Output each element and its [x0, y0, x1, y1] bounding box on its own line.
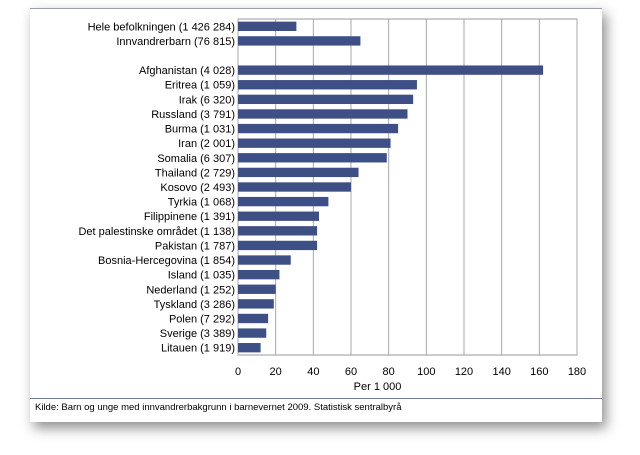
x-tick-label: 60 [345, 366, 357, 378]
category-label: Burma (1 031) [165, 124, 235, 136]
category-labels: Hele befolkningen (1 426 284) Innvandrerb… [78, 21, 235, 354]
category-label: Pakistan (1 787) [155, 240, 235, 252]
bar [238, 313, 269, 324]
bar [238, 240, 318, 251]
bar [238, 196, 329, 207]
bar [238, 123, 399, 134]
category-label: Thailand (2 729) [155, 167, 235, 179]
category-label: Sverige (3 389) [160, 328, 235, 340]
source-divider [30, 398, 602, 399]
x-tick-label: 20 [270, 366, 282, 378]
category-label: Tyrkia (1 068) [168, 197, 235, 209]
bar [238, 182, 351, 192]
bar [238, 94, 414, 105]
bar [238, 167, 359, 178]
category-label: Somalia (6 307) [157, 153, 235, 165]
bar [238, 65, 544, 75]
bar [238, 284, 276, 294]
category-label: Innvandrerbarn (76 815) [116, 36, 235, 48]
category-label: Afghanistan (4 028) [139, 65, 235, 77]
category-label: Island (1 035) [168, 270, 235, 282]
category-label: Bosnia-Hercegovina (1 854) [98, 255, 235, 267]
bar [238, 226, 318, 236]
category-label: Det palestinske området (1 138) [78, 226, 235, 238]
category-label: Russland (3 791) [151, 109, 235, 121]
bar [238, 21, 297, 31]
x-tick-label: 80 [383, 366, 395, 378]
category-label: Irak (6 320) [179, 94, 235, 106]
bar [238, 299, 274, 309]
category-label: Litauen (1 919) [161, 343, 235, 355]
category-label: Iran (2 001) [178, 138, 235, 150]
bar [238, 109, 408, 119]
bar [238, 343, 261, 353]
bar [238, 211, 319, 221]
x-tick-label: 120 [455, 366, 473, 378]
bar [238, 255, 291, 265]
x-tick-label: 160 [530, 366, 548, 378]
bar [238, 269, 280, 280]
category-label: Nederland (1 252) [146, 284, 235, 296]
x-tick-label: 100 [417, 366, 435, 378]
bar [238, 36, 361, 46]
bar [238, 153, 387, 163]
category-label: Kosovo (2 493) [160, 182, 235, 194]
category-label: Filippinene (1 391) [144, 211, 235, 223]
x-tick-label: 0 [235, 366, 241, 378]
bars [238, 21, 544, 353]
category-label: Eritrea (1 059) [165, 80, 235, 92]
category-label: Hele befolkningen (1 426 284) [88, 21, 235, 33]
category-label: Tyskland (3 286) [154, 299, 235, 311]
x-tick-label: 140 [492, 366, 510, 378]
bar [238, 138, 391, 148]
x-tick-label: 40 [307, 366, 319, 378]
source-note: Kilde: Barn og unge med innvandrerbakgru… [35, 402, 402, 413]
bar [238, 328, 267, 338]
x-tick-label: 180 [568, 366, 586, 378]
category-label: Polen (7 292) [169, 313, 235, 325]
x-tick-labels: 0 20 40 60 80 100 120 140 160 180 [235, 366, 586, 378]
x-axis-title: Per 1 000 [354, 381, 402, 393]
bar [238, 80, 417, 90]
